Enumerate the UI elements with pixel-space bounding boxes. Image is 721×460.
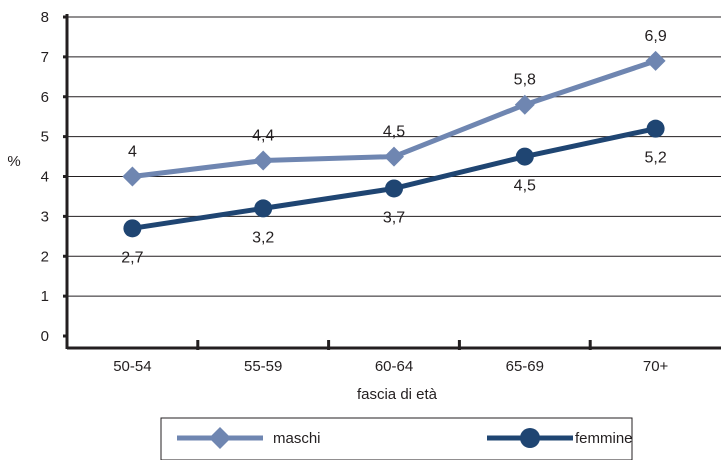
data-label-maschi: 5,8 xyxy=(514,72,536,89)
data-label-femmine: 5,2 xyxy=(644,150,666,167)
data-point-maschi xyxy=(122,166,143,187)
data-label-maschi: 6,9 xyxy=(644,28,666,45)
y-tick-label: 7 xyxy=(41,49,49,66)
legend-marker-femmine xyxy=(520,428,540,448)
x-axis-label: fascia di età xyxy=(357,386,438,403)
y-tick-label: 8 xyxy=(41,9,49,26)
x-tick-label: 60-64 xyxy=(375,358,413,375)
y-tick-label: 2 xyxy=(41,248,49,265)
axes xyxy=(65,14,721,350)
y-tick-label: 3 xyxy=(41,208,49,225)
legend: maschi femmine xyxy=(160,417,633,460)
data-labels: 4 4,4 4,5 5,8 6,9 2,7 3,2 3,7 4,5 5,2 xyxy=(121,28,667,266)
data-point-femmine xyxy=(254,199,273,218)
x-tick-label: 50-54 xyxy=(113,358,151,375)
gridlines xyxy=(63,15,721,338)
data-point-femmine xyxy=(515,147,534,166)
data-point-femmine xyxy=(385,179,403,198)
y-tick-label: 4 xyxy=(41,169,49,186)
data-point-maschi xyxy=(253,150,274,171)
series-lines xyxy=(132,58,657,231)
data-point-maschi xyxy=(384,146,404,167)
data-label-femmine: 4,5 xyxy=(514,178,536,195)
data-label-maschi: 4 xyxy=(128,144,137,161)
legend-box xyxy=(160,417,633,460)
x-tick-label: 70+ xyxy=(643,358,669,375)
y-axis-label: % xyxy=(7,153,20,170)
y-tick-label: 0 xyxy=(41,328,49,345)
y-tick-label: 5 xyxy=(41,129,49,146)
x-tick-labels: 50-54 55-59 60-64 65-69 70+ xyxy=(113,358,668,375)
y-tick-label: 6 xyxy=(41,89,49,106)
data-label-femmine: 2,7 xyxy=(121,249,143,266)
legend-marker-maschi xyxy=(209,427,231,449)
data-point-maschi xyxy=(514,94,535,115)
x-tick-label: 55-59 xyxy=(244,358,282,375)
legend-label-femmine: femmine xyxy=(575,430,633,447)
legend-label-maschi: maschi xyxy=(273,430,321,447)
series-markers xyxy=(122,50,666,238)
data-label-maschi: 4,5 xyxy=(383,124,405,141)
data-point-femmine xyxy=(123,219,142,238)
data-point-femmine xyxy=(646,119,665,138)
data-label-femmine: 3,7 xyxy=(383,209,405,226)
data-label-maschi: 4,4 xyxy=(252,128,274,145)
y-tick-label: 1 xyxy=(41,288,49,305)
y-tick-labels: 0 1 2 3 4 5 6 7 8 xyxy=(41,9,49,345)
data-point-maschi xyxy=(645,50,666,71)
x-tick-label: 65-69 xyxy=(506,358,544,375)
data-label-femmine: 3,2 xyxy=(252,229,274,246)
